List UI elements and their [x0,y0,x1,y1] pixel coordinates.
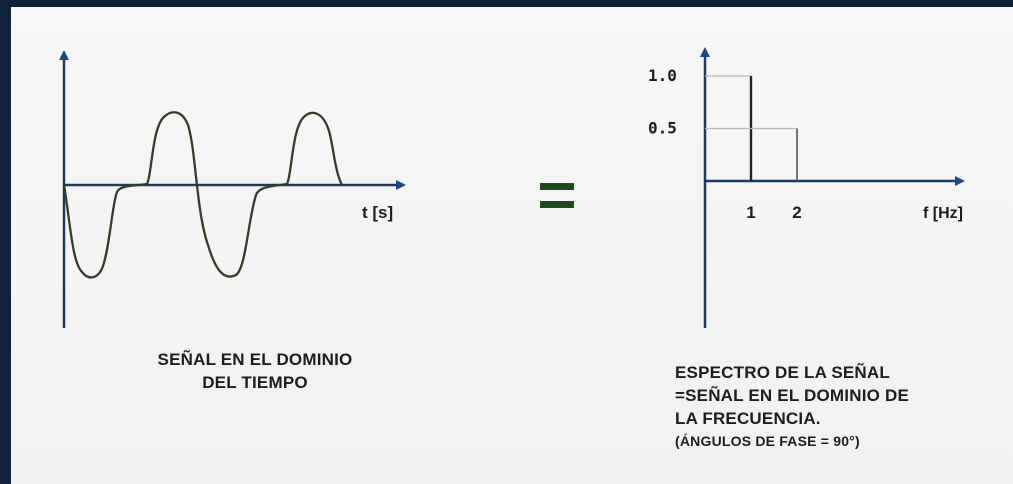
x-tick-label-1: 1 [746,203,755,222]
freq-caption-line-4: (ÁNGULOS DE FASE = 90°) [675,433,860,449]
time-waveform [62,111,344,279]
time-domain-caption: SEÑAL EN EL DOMINIO DEL TIEMPO [60,348,450,394]
freq-caption-line-2: =SEÑAL EN EL DOMINIO DE [675,386,909,405]
frame-top-border [0,0,1013,7]
time-caption-line-1: SEÑAL EN EL DOMINIO [157,350,353,369]
spectrum-marks: 1 2 1.0 0.5 [648,66,802,222]
freq-caption-line-1: ESPECTRO DE LA SEÑAL [675,363,890,382]
equals-sign [540,183,574,208]
time-caption-line-2: DEL TIEMPO [202,373,308,392]
y-tick-label-0.5: 0.5 [648,119,677,138]
frequency-domain-caption: ESPECTRO DE LA SEÑAL =SEÑAL EN EL DOMINI… [675,361,995,453]
frequency-domain-plot: 1 2 1.0 0.5 f [Hz] [648,47,965,328]
time-domain-plot: t [s] [59,50,406,328]
y-tick-label-1.0: 1.0 [648,66,677,85]
frame-left-border [0,0,11,484]
x-tick-label-2: 2 [792,203,801,222]
slide-panel [11,7,1013,484]
time-axis-label: t [s] [362,203,393,222]
freq-axis-label: f [Hz] [923,205,963,222]
freq-caption-line-3: LA FRECUENCIA. [675,409,821,428]
